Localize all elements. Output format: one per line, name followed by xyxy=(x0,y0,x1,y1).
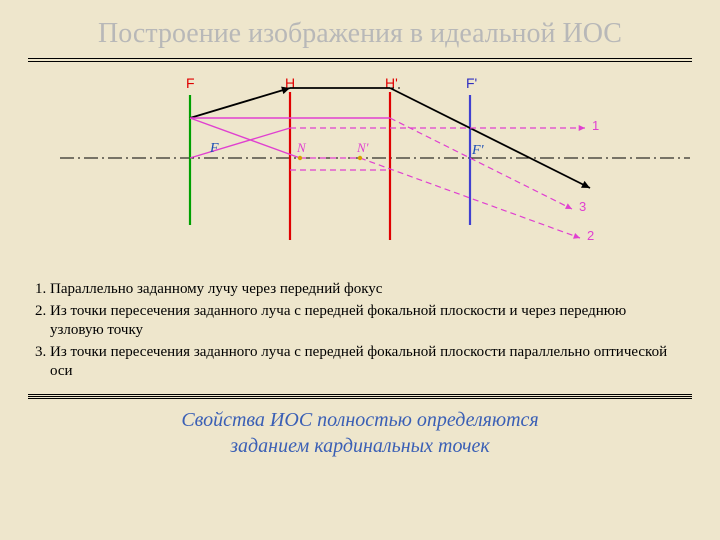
step-item: Параллельно заданному лучу через передни… xyxy=(50,280,680,300)
svg-text:F: F xyxy=(186,75,195,91)
optics-diagram: FHH'F'123FF'NN' xyxy=(0,70,720,270)
footer-note: Свойства ИОС полностью определяются зада… xyxy=(0,399,720,459)
construction-steps: Параллельно заданному лучу через передни… xyxy=(0,270,720,394)
page-title: Построение изображения в идеальной ИОС xyxy=(0,0,720,58)
svg-text:F: F xyxy=(209,141,219,156)
diagram-svg: FHH'F'123FF'NN' xyxy=(0,70,720,270)
step-item: Из точки пересечения заданного луча с пе… xyxy=(50,343,680,382)
svg-text:N': N' xyxy=(356,140,369,155)
svg-text:F': F' xyxy=(471,143,485,158)
svg-text:F': F' xyxy=(466,75,477,91)
step-item: Из точки пересечения заданного луча с пе… xyxy=(50,302,680,341)
svg-text:N: N xyxy=(296,140,307,155)
svg-text:2: 2 xyxy=(587,228,594,243)
top-rule xyxy=(28,58,692,62)
svg-text:1: 1 xyxy=(592,118,599,133)
footer-line2: заданием кардинальных точек xyxy=(230,435,489,457)
footer-line1: Свойства ИОС полностью определяются xyxy=(181,409,538,431)
svg-text:3: 3 xyxy=(579,199,586,214)
